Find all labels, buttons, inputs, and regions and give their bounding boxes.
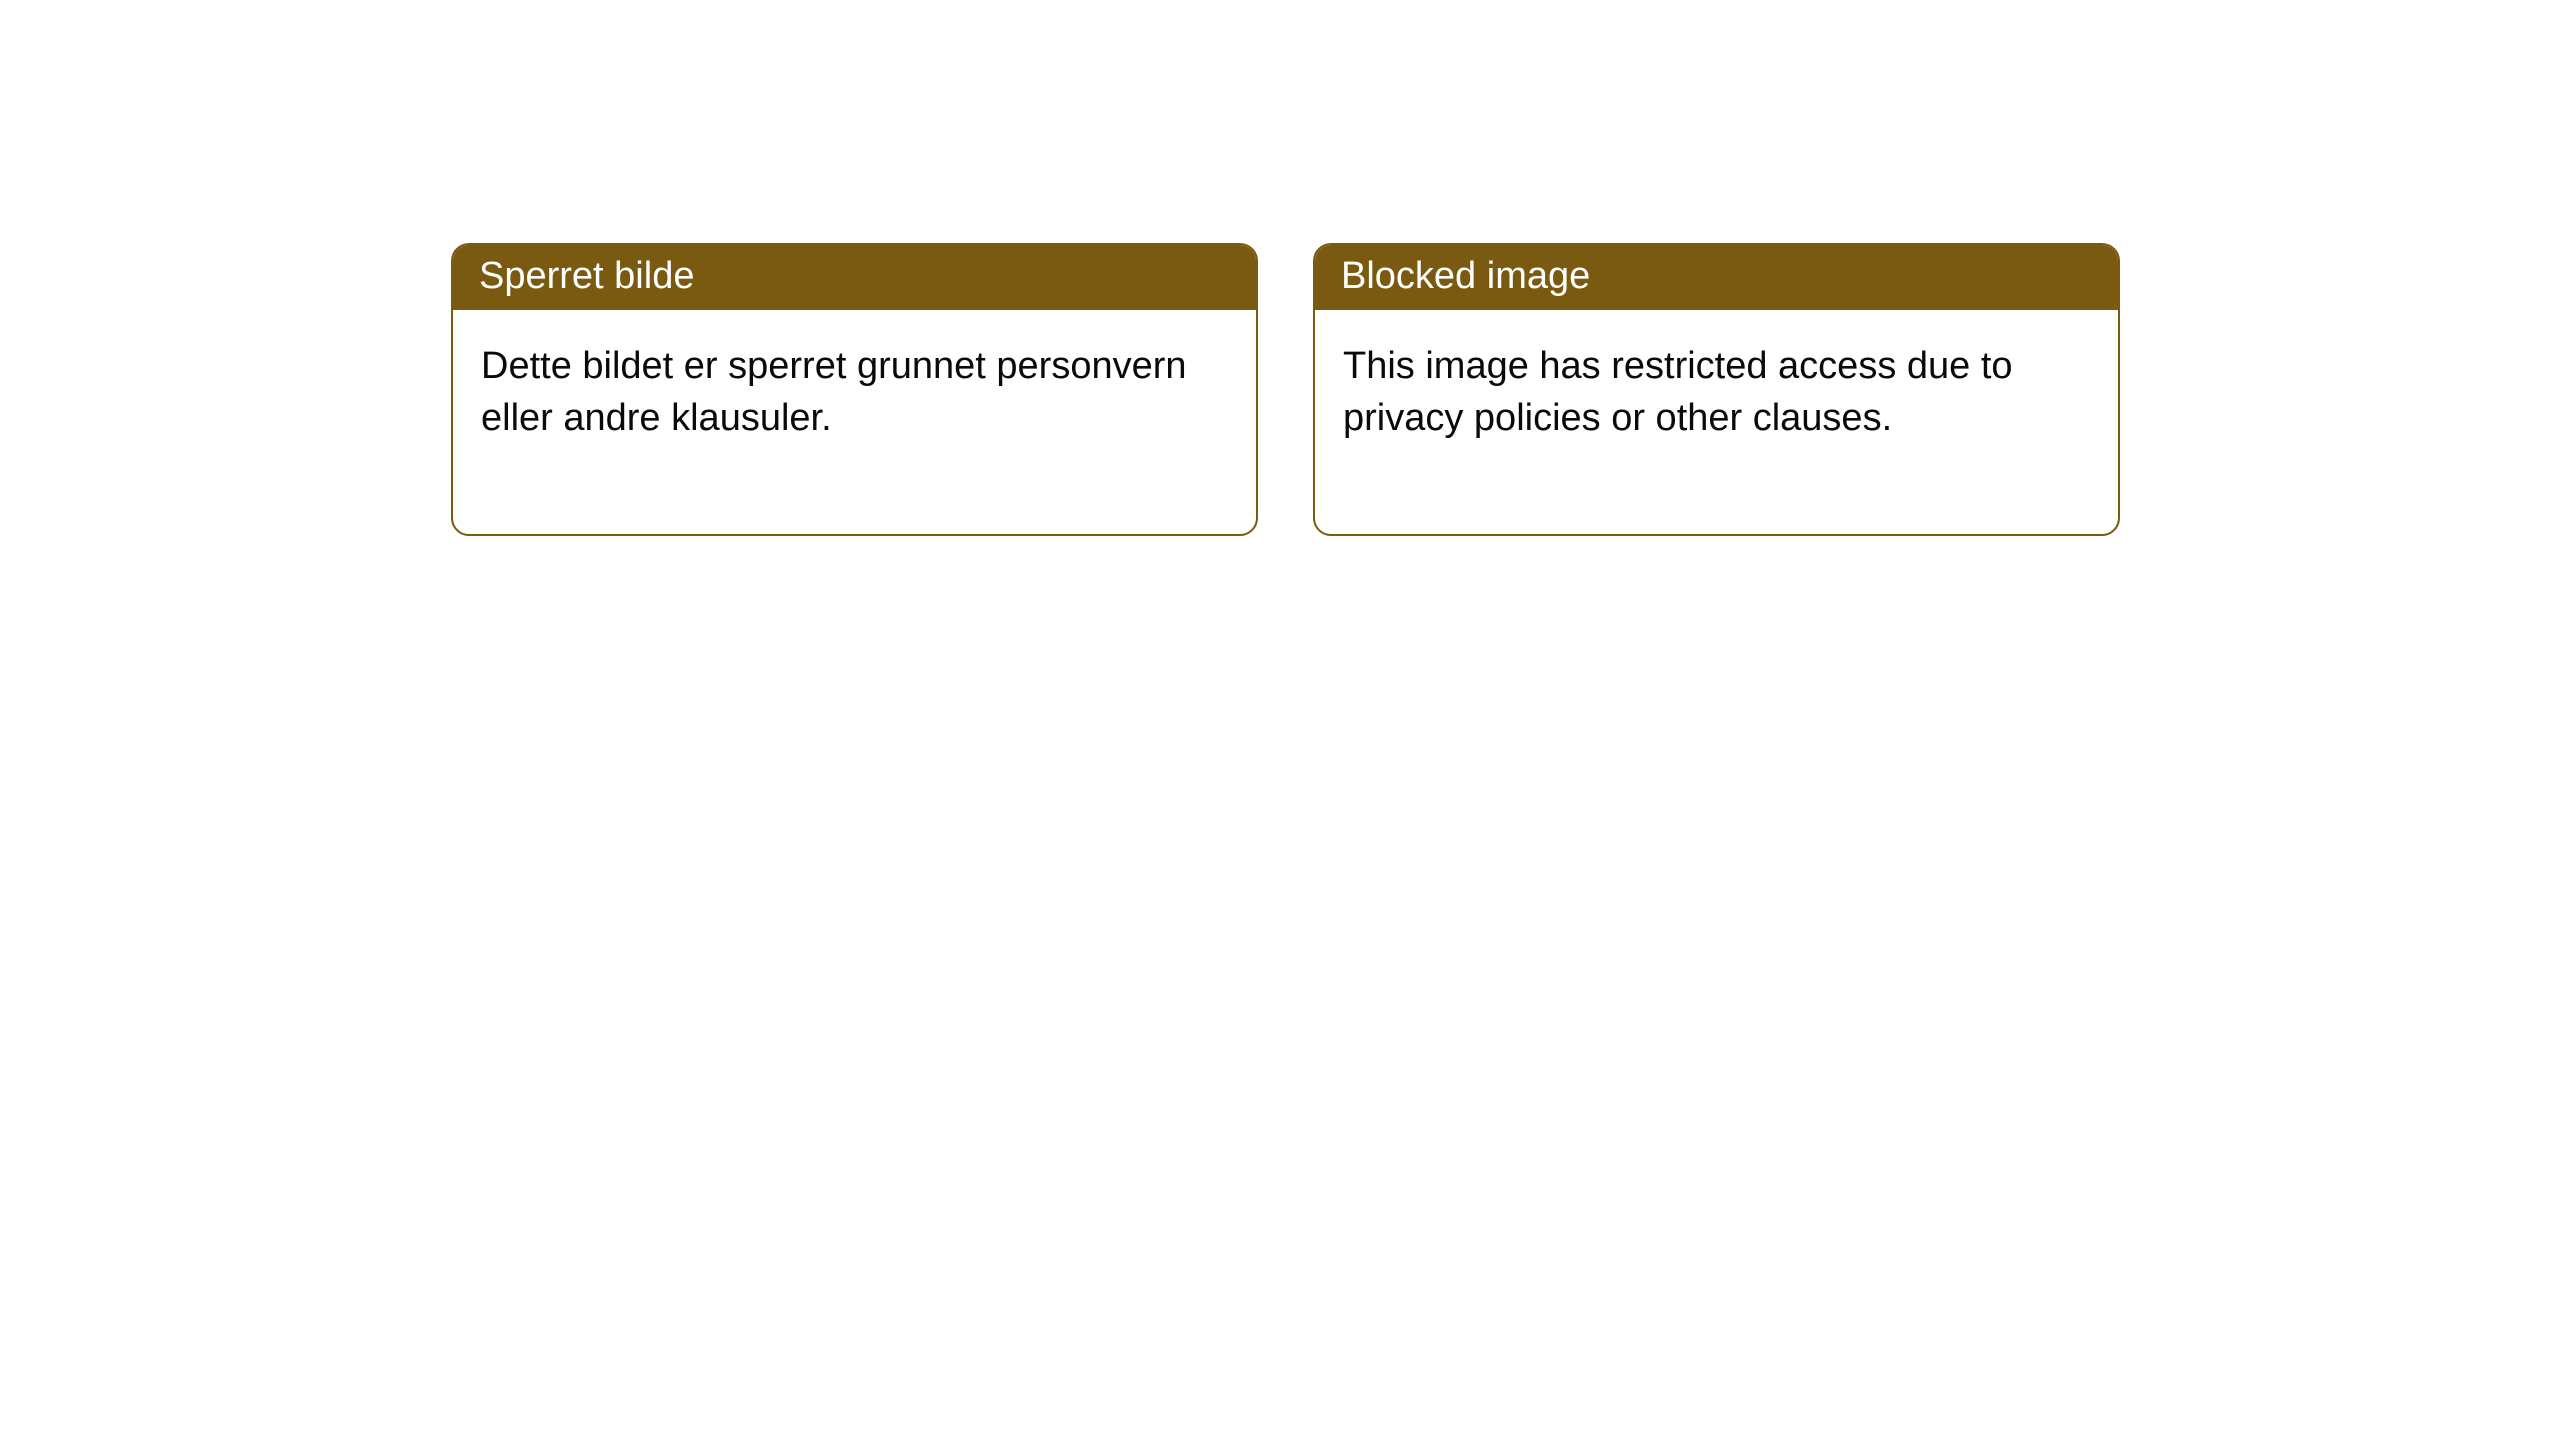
notice-page: Sperret bilde Dette bildet er sperret gr…: [0, 0, 2560, 536]
notice-body: Dette bildet er sperret grunnet personve…: [453, 310, 1256, 535]
notice-card-norwegian: Sperret bilde Dette bildet er sperret gr…: [451, 243, 1258, 536]
notice-body: This image has restricted access due to …: [1315, 310, 2118, 535]
notice-card-english: Blocked image This image has restricted …: [1313, 243, 2120, 536]
notice-header: Blocked image: [1315, 245, 2118, 310]
notice-header: Sperret bilde: [453, 245, 1256, 310]
